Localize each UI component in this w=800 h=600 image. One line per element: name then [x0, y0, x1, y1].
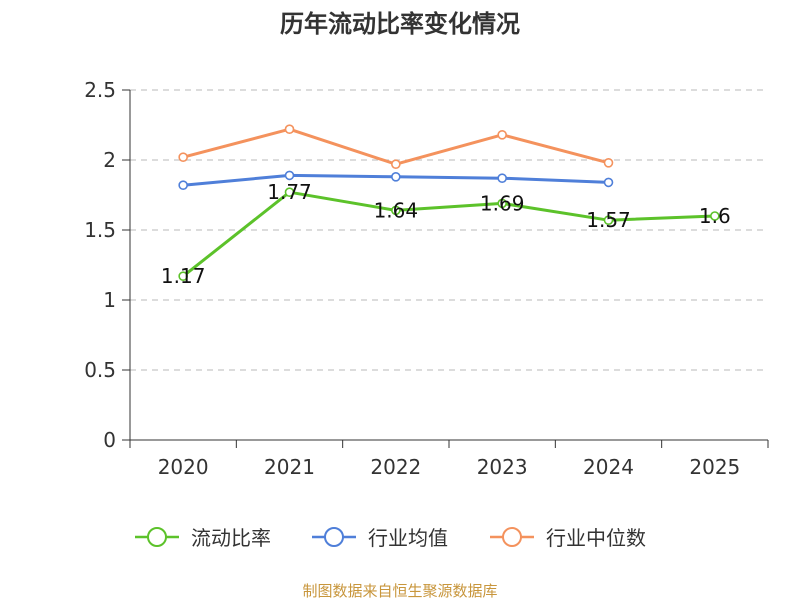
axes: 0 0.5 1 1.5 2 2.5 2020 2021 2022 2023 2024 2025 [84, 78, 769, 479]
grid [130, 89, 768, 371]
data-label: 1.64 [374, 198, 419, 222]
data-label: 1.57 [586, 208, 631, 232]
x-tick-label: 2023 [477, 455, 528, 479]
legend-marker [147, 527, 167, 547]
series-line-2 [182, 127, 609, 166]
y-tick-label: 2 [103, 148, 116, 172]
data-label: 1.77 [267, 180, 312, 204]
data-point [603, 215, 614, 225]
data-point [497, 173, 507, 183]
x-tick-label: 2025 [689, 455, 740, 479]
x-tick-label: 2024 [583, 455, 634, 479]
data-labels: 1.17 1.77 1.64 1.69 1.57 1.6 [161, 180, 731, 288]
legend-marker [502, 527, 522, 547]
series [178, 124, 720, 282]
source-note: 制图数据来自恒生聚源数据库 [302, 582, 497, 600]
y-tick-label: 1 [103, 288, 116, 312]
data-point [710, 211, 720, 221]
data-label: 1.69 [480, 191, 525, 215]
y-tick-label: 2.5 [84, 78, 116, 102]
x-tick-label: 2021 [264, 455, 315, 479]
data-point [284, 124, 295, 134]
data-label: 1.17 [161, 264, 206, 288]
legend-label: 行业中位数 [546, 526, 646, 550]
data-point [178, 152, 188, 162]
x-tick-label: 2020 [158, 455, 209, 479]
y-tick-label: 0 [103, 428, 116, 452]
data-point [497, 198, 507, 209]
data-point [391, 159, 401, 169]
data-label: 1.6 [699, 204, 731, 228]
data-point [284, 187, 295, 197]
legend-label: 行业均值 [368, 526, 448, 550]
data-point [603, 177, 614, 188]
y-tick-label: 0.5 [84, 358, 116, 382]
legend-marker [324, 527, 344, 547]
data-point [391, 205, 401, 216]
legend-label: 流动比率 [191, 526, 271, 550]
series-line-0 [182, 190, 715, 278]
y-tick-label: 1.5 [84, 218, 116, 242]
legend: 流动比率 行业均值 行业中位数 [135, 526, 646, 550]
data-point [391, 172, 401, 182]
data-point [497, 130, 507, 140]
chart-title: 历年流动比率变化情况 [280, 10, 520, 38]
data-point [178, 180, 188, 190]
x-tick-label: 2022 [370, 455, 421, 479]
data-point [284, 170, 295, 181]
data-point [603, 158, 614, 168]
data-point [178, 271, 188, 282]
